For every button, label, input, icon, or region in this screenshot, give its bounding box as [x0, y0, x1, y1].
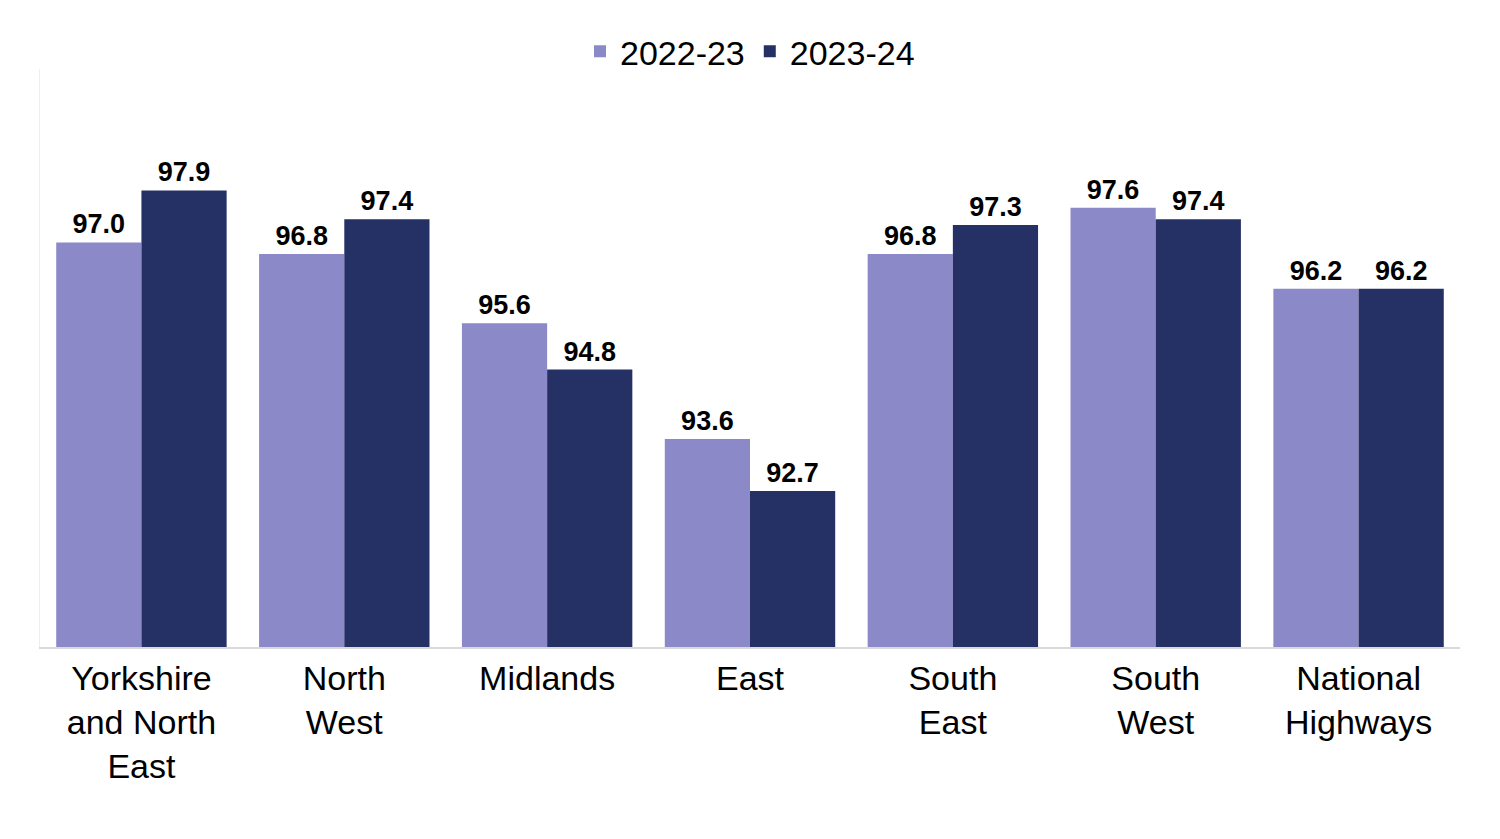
svg-text:Yorkshireand NorthEast: Yorkshireand NorthEast: [67, 659, 216, 785]
svg-text:East: East: [716, 659, 785, 697]
svg-text:NationalHighways: NationalHighways: [1285, 659, 1432, 741]
svg-text:97.6: 97.6: [1087, 175, 1140, 205]
svg-text:94.8: 94.8: [563, 337, 616, 367]
svg-text:96.8: 96.8: [884, 221, 937, 251]
svg-text:93.6: 93.6: [681, 406, 734, 436]
svg-text:97.4: 97.4: [361, 186, 414, 216]
svg-text:2022-23: 2022-23: [620, 34, 745, 72]
svg-text:Midlands: Midlands: [479, 659, 615, 697]
svg-text:92.7: 92.7: [766, 458, 819, 488]
svg-text:97.3: 97.3: [969, 192, 1022, 222]
svg-text:97.4: 97.4: [1172, 186, 1225, 216]
svg-text:96.2: 96.2: [1290, 256, 1343, 286]
svg-text:96.2: 96.2: [1375, 256, 1428, 286]
svg-text:97.0: 97.0: [73, 209, 126, 239]
svg-text:96.8: 96.8: [275, 221, 328, 251]
svg-text:SouthEast: SouthEast: [908, 659, 997, 741]
svg-text:2023-24: 2023-24: [790, 34, 915, 72]
svg-text:NorthWest: NorthWest: [303, 659, 386, 741]
svg-text:97.9: 97.9: [158, 157, 211, 187]
svg-text:95.6: 95.6: [478, 290, 531, 320]
svg-text:SouthWest: SouthWest: [1111, 659, 1200, 741]
